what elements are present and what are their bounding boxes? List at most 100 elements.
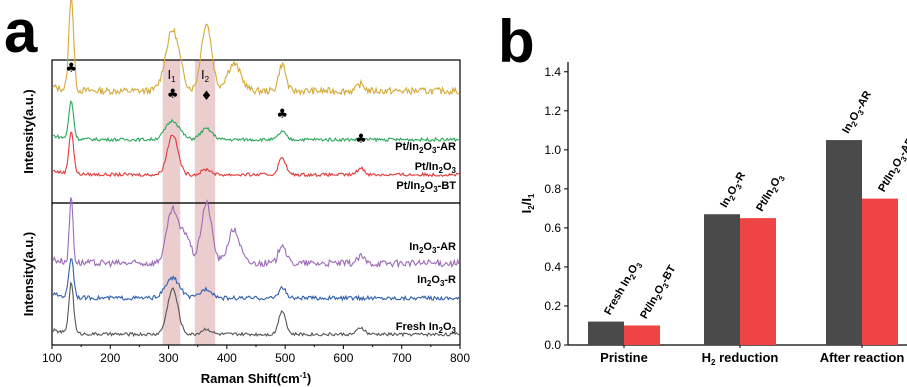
band-label-1: I1 xyxy=(167,67,176,84)
label-part: -AR xyxy=(897,135,907,158)
x-tick-label: 500 xyxy=(275,351,295,365)
label-part: H xyxy=(702,350,711,365)
y-tick-label: 0.2 xyxy=(544,299,561,313)
series-line xyxy=(52,281,460,338)
label-part: 3 xyxy=(440,279,445,288)
label-part: /I xyxy=(519,198,534,205)
label-part: Fresh In xyxy=(396,321,439,333)
series-label: Pt/In2O3 xyxy=(415,161,457,175)
label-part: -1 xyxy=(300,371,308,380)
label-part: 2 xyxy=(628,272,638,281)
bar-label: In2O3-R xyxy=(718,170,750,211)
series-label: Pt/In2O3-BT xyxy=(396,180,456,194)
x-tick-label: 100 xyxy=(42,351,62,365)
series-line xyxy=(52,131,460,178)
label-part: -AR xyxy=(436,141,456,153)
y-tick-label: 0.0 xyxy=(544,338,561,352)
label-part: Pt/In xyxy=(396,180,420,192)
label-part: O xyxy=(423,141,432,153)
y-tick-label: 1.4 xyxy=(544,65,561,79)
label-part: 1 xyxy=(527,193,536,198)
label-part: 2 xyxy=(420,185,425,194)
label-part: 2 xyxy=(727,193,737,202)
label-part: 2 xyxy=(439,326,444,335)
y-axis-title-top: Intensity(a.u.) xyxy=(21,89,36,174)
y-tick-label: 0.4 xyxy=(544,260,561,274)
x-tick-label: 300 xyxy=(159,351,179,365)
label-part: In xyxy=(409,241,419,253)
category-label: H2 reduction xyxy=(702,350,779,367)
label-part: -BT xyxy=(438,180,457,192)
label-part: O xyxy=(425,180,434,192)
label-part: -AR xyxy=(436,241,456,253)
label-part: 3 xyxy=(433,185,438,194)
label-part: Pristine xyxy=(600,350,648,365)
label-part: 2 xyxy=(419,246,424,255)
y-axis-title: I2/I1 xyxy=(519,193,536,213)
x-tick-label: 700 xyxy=(392,351,412,365)
y-tick-label: 1.0 xyxy=(544,143,561,157)
label-part: -R xyxy=(444,274,456,286)
label-part: -AR xyxy=(854,89,874,112)
label-part: 2 xyxy=(711,358,716,367)
bar xyxy=(740,218,776,345)
label-part: 1 xyxy=(171,75,176,84)
series-line xyxy=(52,0,459,97)
y-tick-label: 0.6 xyxy=(544,221,561,235)
x-tick-label: 600 xyxy=(333,351,353,365)
bar xyxy=(862,198,898,345)
label-part: 3 xyxy=(432,246,437,255)
x-tick-label: 400 xyxy=(217,351,237,365)
bar xyxy=(588,321,624,345)
label-part: O xyxy=(431,274,440,286)
bar-label: In2O3-AR xyxy=(840,89,876,137)
bar xyxy=(624,325,660,345)
label-part: 2 xyxy=(654,293,664,302)
label-part: reduction xyxy=(716,350,779,365)
y-tick-label: 0.8 xyxy=(544,182,561,196)
label-part: 3 xyxy=(734,182,744,191)
category-label: Pristine xyxy=(600,350,648,365)
series-label: In2O3-AR xyxy=(409,241,456,255)
label-part: I xyxy=(167,67,171,82)
label-part: 2 xyxy=(849,119,859,128)
category-label: After reaction xyxy=(820,350,905,365)
bar xyxy=(826,140,862,345)
peak-marker: ♦ xyxy=(201,89,213,104)
label-part: I xyxy=(519,210,534,214)
bar-label: Pt/In2O3-BT xyxy=(638,263,680,322)
label-part: Raman Shift(cm xyxy=(201,371,300,386)
peak-marker: ♣ xyxy=(65,61,77,76)
label-part: 2 xyxy=(205,75,210,84)
panel-a-letter: a xyxy=(4,0,38,65)
label-part: 3 xyxy=(634,261,644,270)
bar-label: Fresh In2O3 xyxy=(602,258,645,318)
series-label: Fresh In2O3 xyxy=(396,321,457,335)
label-part: 2 xyxy=(427,279,432,288)
y-tick-label: 1.2 xyxy=(544,104,561,118)
label-part: 3 xyxy=(899,154,907,163)
label-part: Pt/In xyxy=(415,161,439,173)
series-label: In2O3-R xyxy=(417,274,456,288)
label-part: In xyxy=(417,274,427,286)
label-part: O xyxy=(443,161,452,173)
y-axis-title-bottom: Intensity(a.u.) xyxy=(21,232,36,317)
label-part: 2 xyxy=(527,205,536,210)
series-line xyxy=(52,258,460,302)
label-part: 2 xyxy=(770,185,780,194)
bar-label: Pt/In2O3-AR xyxy=(876,135,907,195)
label-part: 3 xyxy=(661,281,671,290)
x-axis-title: Raman Shift(cm-1) xyxy=(201,371,311,386)
series-label: Pt/In2O3-AR xyxy=(395,141,456,155)
peak-marker: ♣ xyxy=(276,107,288,122)
label-part: O xyxy=(443,321,452,333)
label-part: 3 xyxy=(777,174,787,183)
peak-marker: ♣ xyxy=(167,87,179,102)
label-part: I xyxy=(201,67,205,82)
peak-marker: ♣ xyxy=(355,132,367,147)
series-line xyxy=(52,197,460,269)
series-line xyxy=(53,100,460,143)
label-part: After reaction xyxy=(820,350,905,365)
